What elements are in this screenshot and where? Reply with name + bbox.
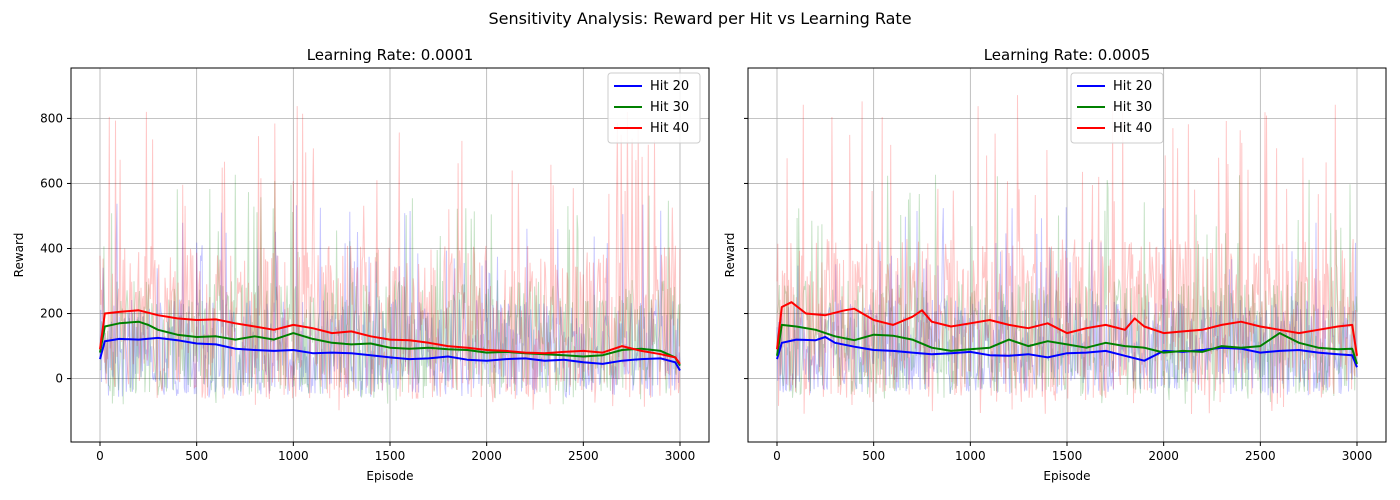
legend-label: Hit 30 bbox=[650, 100, 689, 115]
x-axis-label: Episode bbox=[1043, 469, 1090, 483]
y-tick-label: 200 bbox=[40, 307, 63, 321]
panel-title: Learning Rate: 0.0005 bbox=[984, 46, 1151, 64]
legend: Hit 20 Hit 30 Hit 40 bbox=[608, 73, 700, 143]
x-tick-label: 2000 bbox=[471, 449, 502, 463]
panel-title: Learning Rate: 0.0001 bbox=[307, 46, 474, 64]
figure-suptitle: Sensitivity Analysis: Reward per Hit vs … bbox=[488, 9, 911, 28]
y-tick-label: 600 bbox=[40, 176, 63, 190]
x-tick-label: 3000 bbox=[665, 449, 696, 463]
x-tick-label: 3000 bbox=[1342, 449, 1373, 463]
legend-label: Hit 20 bbox=[650, 79, 689, 94]
y-tick-label: 0 bbox=[55, 372, 63, 386]
x-tick-label: 1000 bbox=[278, 449, 309, 463]
y-tick-label: 800 bbox=[40, 111, 63, 125]
y-tick-label: 400 bbox=[40, 241, 63, 255]
chart-panel-lr-0005: 0 500 1000 1500 2000 2500 3000 Learning Rate: 0… bbox=[723, 46, 1386, 483]
x-tick-label: 1000 bbox=[955, 449, 986, 463]
x-tick-label: 0 bbox=[96, 449, 104, 463]
x-axis-label: Episode bbox=[366, 469, 413, 483]
legend-label: Hit 40 bbox=[650, 121, 689, 136]
x-tick-label: 500 bbox=[185, 449, 208, 463]
y-axis-label: Reward bbox=[723, 233, 737, 278]
legend-label: Hit 40 bbox=[1113, 121, 1152, 136]
chart-panel-lr-0001: 0 500 1000 1500 2000 2500 3000 0 200 400 600 800 Lea… bbox=[12, 46, 709, 483]
x-tick-label: 1500 bbox=[1052, 449, 1083, 463]
y-axis-label: Reward bbox=[12, 233, 26, 278]
x-tick-label: 2000 bbox=[1148, 449, 1179, 463]
x-tick-label: 2500 bbox=[1245, 449, 1276, 463]
x-tick-label: 0 bbox=[773, 449, 781, 463]
x-tick-label: 1500 bbox=[375, 449, 406, 463]
x-tick-label: 2500 bbox=[568, 449, 599, 463]
x-tick-label: 500 bbox=[862, 449, 885, 463]
legend: Hit 20 Hit 30 Hit 40 bbox=[1071, 73, 1163, 143]
legend-label: Hit 20 bbox=[1113, 79, 1152, 94]
legend-label: Hit 30 bbox=[1113, 100, 1152, 115]
